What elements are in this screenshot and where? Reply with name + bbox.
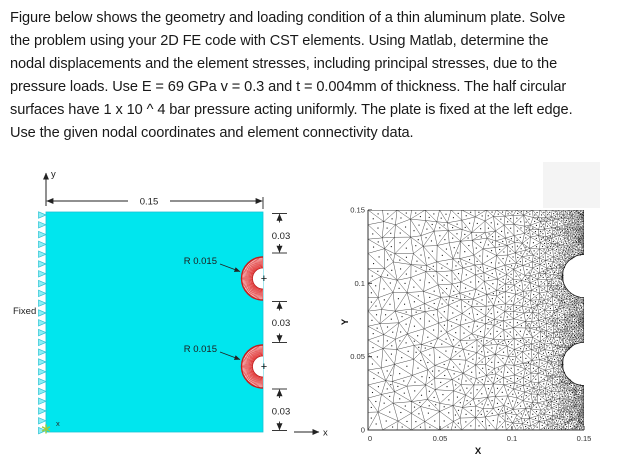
notch-center-plus-2: + — [261, 361, 267, 373]
problem-statement: Figure below shows the geometry and load… — [10, 7, 634, 146]
ytick-0: 0 — [361, 426, 365, 435]
radius-leader-1 — [219, 263, 241, 272]
mesh-xlabel: X — [475, 446, 482, 457]
xtick-0.05: 0.05 — [433, 434, 448, 443]
edge-gap-dimensions — [272, 213, 287, 431]
upper-notch-pressure — [240, 256, 264, 301]
radius-leader-2 — [219, 351, 241, 360]
width-dim-text: 0.15 — [140, 197, 159, 208]
problem-line-6: Use the given nodal coordinates and elem… — [10, 125, 414, 142]
geometry-diagram: y x 0.15 0.03 0.03 0.03 R 0.015 R 0.015 … — [13, 169, 328, 439]
gap-dim-3: 0.03 — [272, 407, 291, 418]
axis-spines — [367, 210, 584, 431]
mesh-figure: 0.15 0.1 0.05 0 0 0.05 0.1 0.15 Y X — [340, 162, 638, 466]
gap-dim-2: 0.03 — [272, 318, 291, 329]
radius-label-1: R 0.015 — [184, 256, 217, 267]
notch-center-plus-1: + — [261, 273, 267, 285]
fixed-support-hatch — [38, 211, 47, 435]
aluminum-plate — [45, 211, 264, 433]
problem-line-1: Figure below shows the geometry and load… — [10, 10, 566, 26]
ytick-0.15: 0.15 — [350, 206, 365, 215]
ytick-0.05: 0.05 — [350, 352, 365, 361]
x-axis-label: x — [323, 428, 328, 439]
fe-mesh-canvas — [368, 210, 584, 430]
axis-ticks — [367, 209, 585, 431]
mesh-axes: 0.15 0.1 0.05 0 0 0.05 0.1 0.15 Y X — [340, 206, 592, 458]
geometry-figure: y x 0.15 0.03 0.03 0.03 R 0.015 R 0.015 … — [10, 162, 340, 466]
xtick-0: 0 — [368, 434, 372, 443]
xtick-0.15: 0.15 — [577, 434, 592, 443]
problem-line-4: pressure loads. Use E = 69 GPa v = 0.3 a… — [10, 79, 567, 96]
mesh-ylabel: Y — [340, 318, 351, 325]
origin-marker — [41, 424, 51, 434]
artifact-rectangle — [543, 162, 600, 208]
width-dimension: 0.15 — [46, 197, 264, 209]
radius-label-2: R 0.015 — [184, 344, 217, 355]
y-axis-label: y — [51, 169, 56, 180]
problem-line-5: surfaces have 1 x 10 ^ 4 bar pressure ac… — [10, 102, 573, 119]
fixed-label: Fixed — [13, 306, 36, 317]
gap-dim-1: 0.03 — [272, 231, 291, 242]
xtick-0.1: 0.1 — [507, 434, 518, 443]
problem-line-3: nodal displacements and the element stre… — [10, 56, 558, 73]
ytick-0.1: 0.1 — [354, 279, 365, 288]
origin-node-label: x — [56, 419, 60, 428]
lower-notch-pressure — [240, 344, 264, 389]
problem-line-2: the problem using your 2D FE code with C… — [10, 33, 549, 50]
